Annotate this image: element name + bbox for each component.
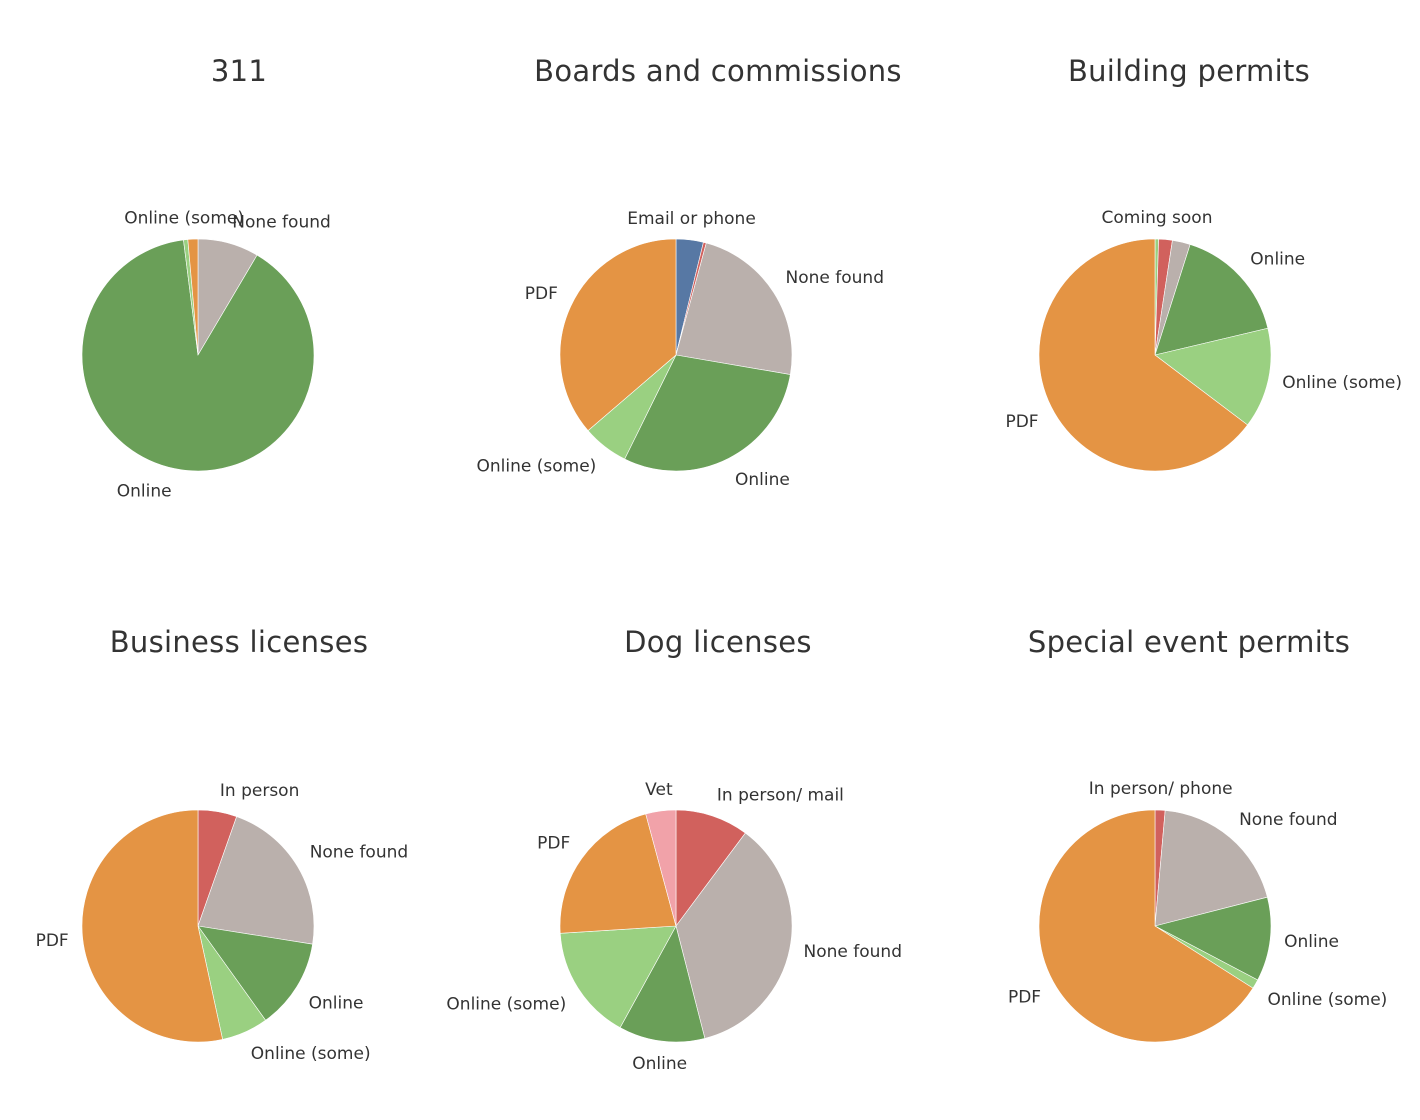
pie-slice-pdf [81, 809, 223, 1043]
pie-slice-none-found [675, 832, 793, 1039]
pie-slice-online [619, 925, 706, 1043]
pie-slice-pdf [559, 238, 677, 432]
chart-title: Boards and commissions [534, 54, 902, 88]
pie-slice-pdf [187, 238, 199, 356]
slice-label-pdf: PDF [525, 284, 558, 304]
slice-label-none-found: None found [786, 268, 884, 288]
pie-chart: Coming soon Online Online (some) PDF [1005, 208, 1402, 472]
slice-label-none-found: None found [1239, 810, 1337, 830]
pie-slice-online-some [559, 925, 677, 1029]
pie-chart: None found Online Online (some) [81, 209, 331, 501]
slice-label-email-or-phone: Email or phone [627, 209, 756, 229]
slice-label-online-some: Online (some) [124, 209, 244, 229]
pie-slice-online-some [1154, 327, 1272, 426]
pie-panel-311: 311 None found Online Online (some) [0, 0, 478, 571]
slice-label-online: Online [735, 470, 790, 490]
slice-label-online-some: Online (some) [477, 457, 597, 477]
pie-slice-none-found [675, 242, 793, 375]
slice-label-online: Online [1250, 250, 1305, 270]
chart-title: Dog licenses [624, 625, 812, 659]
pie-panel-dog-licenses: Dog licenses In person/ mail None found On… [446, 571, 958, 1120]
slice-label-in-person: In person [220, 781, 299, 801]
slice-label-online-some: Online (some) [446, 995, 566, 1015]
pie-slice-vet [645, 809, 677, 927]
pie-slice-online [1154, 896, 1272, 981]
slice-label-online-some: Online (some) [251, 1044, 371, 1064]
pie-slice-online [81, 239, 315, 472]
slice-label-online: Online [1284, 932, 1339, 952]
pie-slice-pdf [1038, 238, 1248, 472]
pie-chart: In person/ phone None found Online Online (… [1008, 779, 1388, 1043]
pie-slice-pdf [559, 813, 677, 934]
pie-slice-none-found [197, 816, 315, 945]
slice-label-online: Online [117, 481, 172, 501]
slice-label-in-person-mail: In person/ mail [717, 786, 844, 806]
pie-slice-pdf [1038, 809, 1254, 1043]
slice-label-pdf: PDF [36, 931, 69, 951]
pie-panel-building-permits: Building permits Coming soon Online Online… [958, 0, 1420, 571]
slice-label-online: Online [309, 993, 364, 1013]
pie-chart: In person None found Online Online (some) PD… [36, 781, 409, 1064]
chart-title: Building permits [1067, 54, 1311, 88]
pie-panel-special-event-permits: Special event permits In person/ phone No… [958, 571, 1420, 1120]
slice-label-pdf: PDF [1005, 412, 1038, 432]
pie-slice-online [197, 925, 313, 1021]
chart-title: Business licenses [109, 625, 369, 659]
pie-chart: Email or phone None found Online Online (so… [477, 209, 884, 490]
slice-label-none-found: None found [310, 843, 408, 863]
slice-label-none-found: None found [232, 213, 330, 233]
slice-label-online-some: Online (some) [1282, 373, 1402, 393]
pie-panel-business-licenses: Business licenses In person None found Onl… [0, 571, 478, 1120]
slice-label-none-found: None found [804, 942, 902, 962]
chart-title: 311 [210, 54, 268, 88]
slice-label-pdf: PDF [1008, 988, 1041, 1008]
pie-chart: In person/ mail None found Online Online (s… [446, 780, 902, 1074]
slice-label-online: Online [632, 1054, 687, 1074]
pie-slice-none-found [1154, 810, 1268, 927]
pie-panel-boards-and-commissions: Boards and commissions Email or phone Non… [477, 0, 958, 571]
pie-slice-in-person-mail [675, 809, 746, 927]
slice-label-coming-soon: Coming soon [1102, 208, 1213, 228]
slice-label-vet: Vet [645, 780, 673, 800]
pie-slice-online [624, 354, 791, 472]
slice-label-pdf: PDF [537, 833, 570, 853]
chart-title: Special event permits [1027, 625, 1351, 659]
slice-label-online-some: Online (some) [1268, 990, 1388, 1010]
slice-label-in-person-phone: In person/ phone [1089, 779, 1233, 799]
pie-slice-online [1154, 244, 1269, 356]
